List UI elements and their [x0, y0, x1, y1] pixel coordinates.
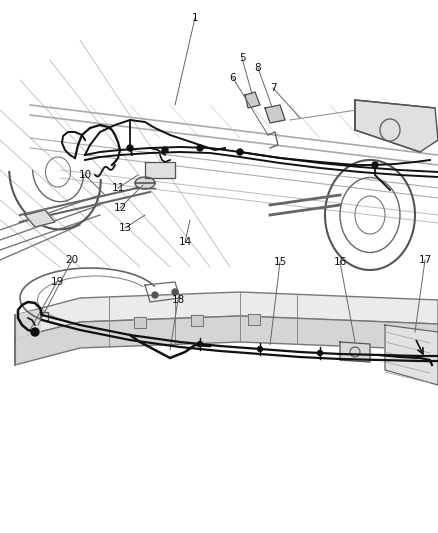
Ellipse shape: [135, 177, 155, 189]
Text: 6: 6: [230, 73, 237, 83]
Circle shape: [31, 328, 39, 336]
Circle shape: [237, 149, 243, 155]
Polygon shape: [385, 325, 438, 385]
Polygon shape: [248, 313, 260, 325]
Circle shape: [258, 346, 262, 351]
Text: 10: 10: [78, 170, 92, 180]
Text: 8: 8: [254, 63, 261, 73]
Text: 20: 20: [65, 255, 78, 265]
Text: 15: 15: [273, 257, 286, 267]
Circle shape: [198, 342, 202, 346]
Polygon shape: [145, 162, 175, 178]
Text: 11: 11: [111, 183, 125, 193]
Text: 13: 13: [118, 223, 132, 233]
Text: 5: 5: [239, 53, 245, 63]
Text: 19: 19: [50, 277, 64, 287]
Text: 17: 17: [418, 255, 431, 265]
Circle shape: [197, 145, 203, 151]
Polygon shape: [245, 92, 260, 108]
Polygon shape: [15, 310, 40, 338]
Text: 1: 1: [192, 13, 198, 23]
Circle shape: [127, 145, 133, 151]
Circle shape: [152, 292, 158, 298]
Polygon shape: [134, 317, 146, 328]
Polygon shape: [191, 314, 203, 326]
Polygon shape: [355, 100, 438, 152]
Text: 14: 14: [178, 237, 192, 247]
Circle shape: [172, 289, 178, 295]
Text: 16: 16: [333, 257, 346, 267]
Polygon shape: [25, 210, 55, 227]
Polygon shape: [15, 292, 438, 338]
Polygon shape: [340, 342, 370, 362]
Circle shape: [372, 162, 378, 168]
Circle shape: [162, 147, 168, 153]
Polygon shape: [15, 316, 438, 365]
Text: 12: 12: [113, 203, 127, 213]
Circle shape: [318, 351, 322, 356]
Polygon shape: [265, 105, 285, 123]
Text: 18: 18: [171, 295, 185, 305]
Text: 7: 7: [270, 83, 276, 93]
